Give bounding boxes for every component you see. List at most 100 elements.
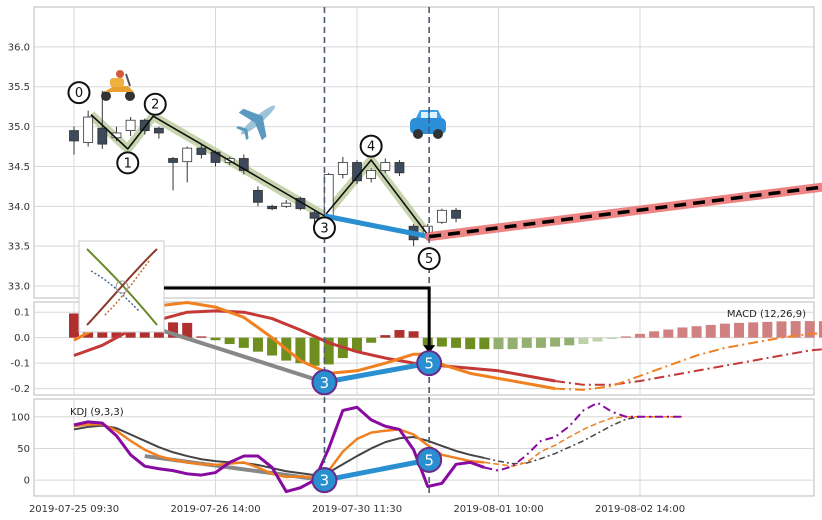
macd-histogram-bar xyxy=(196,336,207,338)
price-y-tick: 34.0 xyxy=(8,202,30,213)
macd-histogram-bar xyxy=(436,337,447,347)
candle-body xyxy=(281,202,292,207)
macd-histogram-bar xyxy=(507,337,518,350)
wave-label-text: 5 xyxy=(425,252,433,267)
airplane-icon xyxy=(236,105,276,141)
candle-body xyxy=(380,162,391,171)
inset-thumbnail-icon xyxy=(78,240,165,333)
macd-histogram-bar xyxy=(168,322,179,338)
candle-body xyxy=(451,209,461,219)
connector-arrow-line xyxy=(164,286,431,348)
candle-body xyxy=(196,147,207,155)
scooter-icon xyxy=(101,70,135,101)
wave-label-text: 0 xyxy=(75,86,83,101)
macd-histogram-bar xyxy=(790,321,801,338)
labels-layer: 2019-07-25 09:30 2019-07-26 14:00 2019-07-… xyxy=(8,7,806,515)
macd-marker-text: 3 xyxy=(320,374,330,392)
wave-label-circle xyxy=(143,92,167,116)
kdj-d-forecast-line xyxy=(484,416,683,465)
macd-histogram-bar xyxy=(451,337,462,348)
macd-histogram-bar xyxy=(635,333,645,338)
candle-body xyxy=(182,147,193,163)
macd-histogram-bar xyxy=(550,337,561,347)
macd-marker-circle xyxy=(311,369,338,396)
macd-histogram-bar xyxy=(380,335,391,338)
wave-label-circle xyxy=(359,134,383,158)
macd-grey-trend-line xyxy=(144,323,326,385)
kdj-marker-text: 5 xyxy=(424,451,434,469)
kdj-marker-circle xyxy=(311,467,338,494)
price-panel-frame xyxy=(33,6,815,299)
candle-body xyxy=(366,170,377,179)
macd-panel-frame xyxy=(33,301,815,396)
candle-body xyxy=(309,212,320,219)
macd-histogram-bar xyxy=(352,337,362,352)
kdj-panel-frame xyxy=(33,398,815,497)
kdj-indicator-label: KDJ (9,3,3) xyxy=(70,407,124,418)
macd-histogram-bar xyxy=(663,329,674,338)
wave-line xyxy=(90,114,430,238)
macd-histogram-bar xyxy=(267,337,278,356)
macd-histogram-bar xyxy=(649,331,660,338)
wave-label-text: 2 xyxy=(151,98,159,113)
connector-arrow-head xyxy=(423,345,436,354)
kdj-y-tick: 50 xyxy=(17,444,30,455)
macd-histogram-bar xyxy=(493,337,504,350)
macd-histogram-bar xyxy=(748,322,759,338)
wave-label-text: 1 xyxy=(124,156,132,171)
candle-body xyxy=(168,158,178,163)
price-layer xyxy=(69,90,822,247)
macd-histogram-bar xyxy=(719,323,730,338)
kdj-j-forecast-line xyxy=(484,401,683,472)
price-y-tick: 36.0 xyxy=(8,42,30,53)
macd-histogram-bar xyxy=(734,322,745,338)
macd-y-tick: -0.1 xyxy=(10,359,30,370)
candle-body xyxy=(253,189,263,203)
macd-histogram-bar xyxy=(465,337,476,350)
macd-histogram-bar xyxy=(366,337,377,343)
x-tick-label: 2019-08-01 10:00 xyxy=(453,504,543,515)
macd-histogram-bar xyxy=(620,336,631,338)
macd-histogram-bar xyxy=(479,337,490,350)
price-y-tick: 35.5 xyxy=(8,82,30,93)
x-tick-label: 2019-07-30 11:30 xyxy=(312,504,402,515)
wave-label-circle xyxy=(116,151,140,175)
candle-body xyxy=(97,127,108,145)
macd-histogram-bar xyxy=(309,337,320,366)
macd-histogram-bar xyxy=(818,321,822,338)
macd-histogram-bar xyxy=(210,337,221,341)
macd-histogram-bar xyxy=(252,337,263,352)
x-tick-label: 2019-07-25 09:30 xyxy=(29,504,119,515)
macd-y-tick: 0.0 xyxy=(14,333,30,344)
macd-histogram-bar xyxy=(295,337,306,364)
kdj-layer xyxy=(73,401,683,494)
candle-body xyxy=(139,119,150,131)
macd-marker-circle xyxy=(416,350,443,377)
macd-histogram-bar xyxy=(592,337,603,342)
segment-3-5-line xyxy=(323,213,430,240)
macd-y-tick: -0.2 xyxy=(10,384,30,395)
macd-histogram-bar xyxy=(606,337,617,339)
macd-dif-forecast-line xyxy=(555,332,822,391)
candle-body xyxy=(83,116,94,143)
macd-histogram-bar xyxy=(224,337,235,345)
price-y-tick: 33.5 xyxy=(8,242,30,253)
candle-body xyxy=(69,130,79,142)
candle-body xyxy=(295,197,306,210)
candle-body xyxy=(436,209,447,223)
kdj-blue-segment-line xyxy=(323,457,430,483)
kdj-j-line xyxy=(73,405,485,494)
kdj-k-forecast-line xyxy=(484,416,683,467)
macd-indicator-label: MACD (12,26,9) xyxy=(727,309,806,320)
candle-body xyxy=(267,205,278,210)
kdj-marker-text: 3 xyxy=(320,472,330,490)
x-tick-label: 2019-08-02 14:00 xyxy=(595,504,685,515)
macd-histogram-bar xyxy=(394,330,405,338)
candle-body xyxy=(153,127,164,134)
candle-body xyxy=(337,162,348,175)
kdj-k-line xyxy=(73,423,485,479)
macd-marker-text: 5 xyxy=(424,355,434,373)
price-y-tick: 35.0 xyxy=(8,122,30,133)
x-tick-label: 2019-07-26 14:00 xyxy=(170,504,260,515)
